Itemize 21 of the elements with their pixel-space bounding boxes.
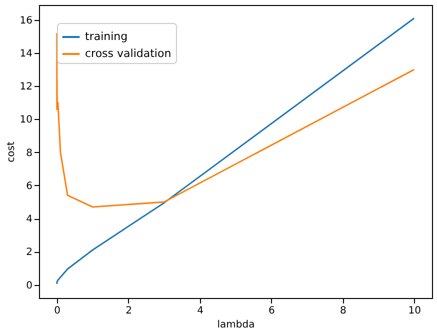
x-tick-label: 6 — [268, 306, 275, 316]
y-tick-label: 8 — [26, 148, 32, 159]
x-tick-label: 10 — [408, 306, 422, 316]
x-axis-title: lambda — [217, 320, 255, 330]
y-axis-title: cost — [6, 142, 17, 162]
x-tick-label: 8 — [340, 306, 346, 316]
line-series — [56, 32, 415, 208]
x-tick-label: 4 — [197, 306, 204, 316]
x-tick-label: 2 — [126, 306, 132, 316]
y-tick-label: 6 — [26, 180, 32, 192]
y-tick-label: 10 — [20, 114, 32, 126]
y-tick-label: 2 — [26, 247, 32, 258]
y-tick-label: 12 — [20, 82, 32, 93]
line-series — [56, 17, 415, 285]
x-tick-label: 0 — [54, 306, 61, 316]
y-tick-label: 0 — [26, 280, 32, 292]
legend-label: cross validation — [85, 47, 172, 60]
y-tick-label: 14 — [20, 48, 32, 60]
legend-label: training — [85, 30, 128, 43]
y-tick-label: 4 — [26, 214, 32, 226]
y-tick-label: 16 — [20, 15, 32, 26]
